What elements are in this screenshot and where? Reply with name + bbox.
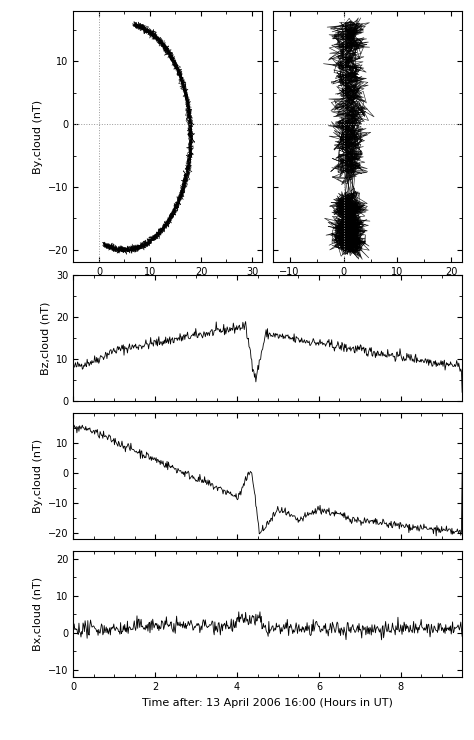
Y-axis label: By,cloud (nT): By,cloud (nT) <box>33 100 43 174</box>
X-axis label: Bz,cloud (nT): Bz,cloud (nT) <box>131 283 204 293</box>
X-axis label: Time after: 13 April 2006 16:00 (Hours in UT): Time after: 13 April 2006 16:00 (Hours i… <box>142 698 393 707</box>
Y-axis label: Bz,cloud (nT): Bz,cloud (nT) <box>41 301 51 374</box>
X-axis label: Bx, cloud (nT): Bx, cloud (nT) <box>329 283 407 293</box>
Y-axis label: By,cloud (nT): By,cloud (nT) <box>33 439 43 513</box>
Y-axis label: Bx,cloud (nT): Bx,cloud (nT) <box>33 577 43 651</box>
